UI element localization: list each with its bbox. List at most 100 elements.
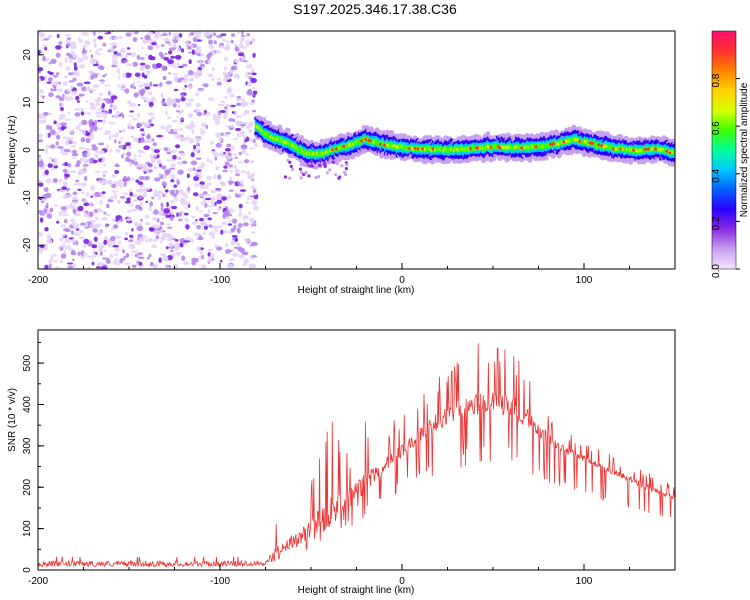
noise-point	[220, 229, 224, 235]
noise-point	[141, 47, 145, 50]
noise-point	[153, 34, 160, 39]
noise-point	[60, 96, 64, 102]
noise-point	[169, 47, 176, 51]
noise-point	[203, 112, 207, 116]
noise-point	[176, 212, 179, 217]
noise-point	[79, 129, 84, 133]
noise-point	[183, 240, 191, 243]
noise-point	[209, 253, 215, 259]
noise-point	[53, 80, 59, 86]
noise-point	[102, 74, 106, 78]
noise-point	[151, 157, 156, 163]
noise-point	[135, 204, 142, 210]
noise-point	[148, 101, 154, 107]
noise-point	[240, 41, 243, 44]
noise-point	[240, 149, 246, 155]
noise-point	[64, 161, 68, 167]
noise-point	[173, 184, 178, 188]
noise-point	[122, 152, 126, 156]
noise-point	[207, 56, 211, 61]
noise-point	[146, 139, 153, 143]
noise-point	[103, 249, 107, 253]
noise-point	[38, 179, 42, 184]
noise-point	[50, 58, 57, 64]
ridge-point	[430, 159, 435, 165]
noise-point	[49, 207, 54, 213]
noise-point	[210, 159, 213, 165]
noise-point	[146, 69, 151, 75]
noise-point	[70, 170, 77, 174]
ridge-point	[491, 156, 497, 162]
noise-point	[88, 134, 95, 138]
noise-point	[246, 170, 251, 176]
noise-point	[84, 199, 88, 203]
ridge-point	[337, 157, 342, 163]
y-tick-label: 0	[22, 567, 33, 573]
noise-point	[144, 238, 149, 243]
noise-point	[188, 51, 192, 54]
noise-point	[179, 242, 184, 248]
noise-point	[76, 160, 82, 165]
snr-series-line	[38, 343, 675, 569]
ridge-point	[672, 150, 675, 154]
noise-point	[52, 75, 59, 78]
noise-point	[129, 110, 134, 113]
noise-point	[81, 86, 87, 92]
noise-point	[76, 100, 81, 103]
noise-point	[91, 244, 98, 249]
ridge-point	[304, 170, 308, 175]
noise-point	[177, 169, 184, 175]
noise-point	[133, 137, 138, 142]
noise-point	[100, 251, 103, 256]
noise-point	[56, 134, 61, 140]
noise-point	[206, 182, 212, 186]
noise-point	[48, 263, 52, 269]
noise-point	[242, 222, 249, 227]
y-tick-label: 500	[22, 354, 33, 371]
noise-point	[126, 197, 131, 202]
noise-point	[140, 218, 143, 222]
noise-point	[95, 111, 102, 115]
noise-point	[118, 140, 121, 145]
noise-point	[144, 82, 151, 87]
snr-y-ticks: 0 100 200 300 400 500	[22, 341, 44, 573]
ridge-point	[345, 155, 351, 161]
noise-point	[60, 224, 66, 228]
noise-point	[153, 229, 161, 236]
noise-point	[103, 236, 109, 241]
ridge-point	[288, 160, 292, 164]
noise-point	[195, 206, 199, 211]
noise-point	[208, 39, 214, 45]
noise-point	[48, 157, 54, 160]
noise-point	[237, 223, 243, 228]
noise-point	[140, 202, 143, 206]
noise-point	[248, 121, 254, 127]
noise-point	[143, 100, 147, 103]
noise-point	[174, 196, 179, 202]
noise-point	[210, 190, 214, 193]
x-tick-label: 100	[576, 275, 593, 286]
noise-point	[251, 72, 257, 76]
noise-point	[242, 192, 246, 195]
noise-point	[163, 56, 170, 61]
noise-point	[88, 119, 94, 125]
noise-point	[185, 224, 190, 230]
noise-point	[170, 179, 175, 183]
noise-point	[40, 200, 44, 204]
noise-point	[42, 55, 46, 62]
noise-point	[42, 95, 45, 99]
noise-point	[163, 31, 167, 34]
noise-point	[38, 182, 44, 187]
noise-point	[250, 77, 257, 84]
noise-point	[155, 235, 160, 240]
noise-point	[184, 136, 191, 140]
noise-point	[215, 50, 222, 54]
noise-point	[229, 176, 232, 181]
noise-point	[225, 40, 231, 44]
colorbar-tick-label: 0.0	[711, 264, 722, 278]
noise-point	[64, 228, 71, 233]
noise-point	[119, 258, 124, 264]
noise-point	[128, 239, 134, 243]
noise-point	[81, 182, 87, 188]
noise-point	[77, 57, 84, 63]
